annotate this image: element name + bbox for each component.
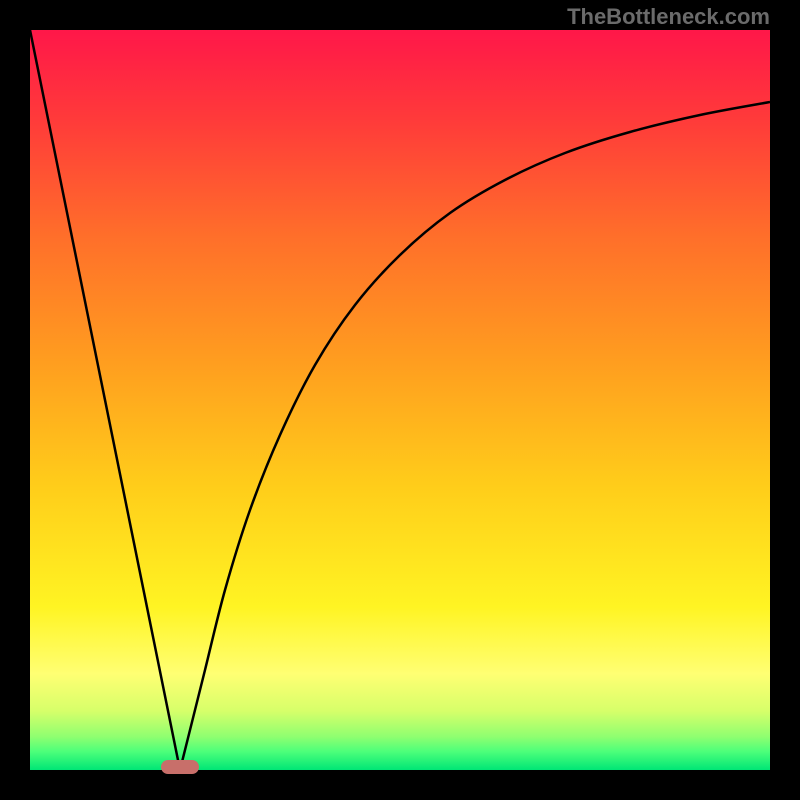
- watermark-text: TheBottleneck.com: [567, 4, 770, 30]
- left-line: [30, 30, 180, 770]
- plot-area: [30, 30, 770, 770]
- vertex-marker: [161, 760, 199, 774]
- right-curve: [180, 102, 770, 770]
- curve-layer: [30, 30, 770, 770]
- chart-container: TheBottleneck.com: [0, 0, 800, 800]
